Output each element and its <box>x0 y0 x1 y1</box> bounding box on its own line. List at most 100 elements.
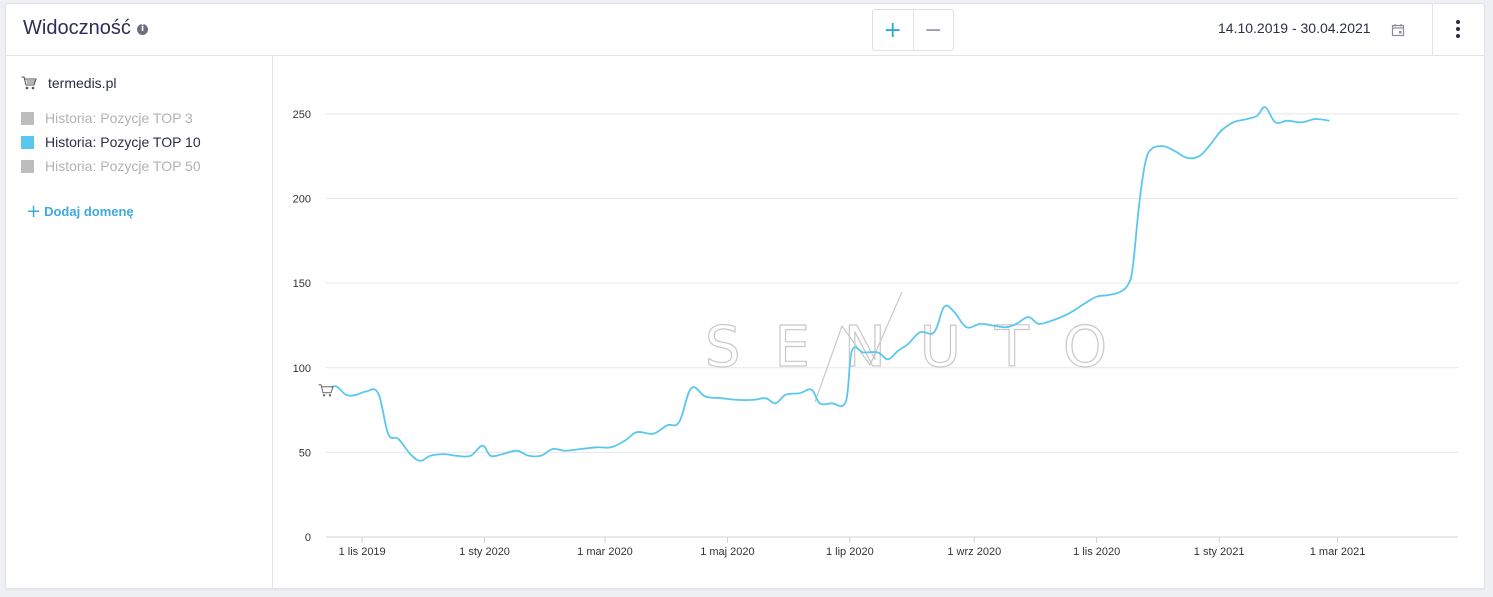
data-point <box>1162 145 1164 147</box>
legend-item-top3[interactable]: Historia: Pozycje TOP 3 <box>21 110 193 126</box>
add-domain-label: Dodaj domenę <box>44 204 134 219</box>
data-point <box>610 446 612 448</box>
data-point <box>419 460 421 462</box>
y-tick-label: 100 <box>293 363 311 375</box>
kebab-menu-icon[interactable] <box>1448 18 1468 42</box>
data-point <box>455 455 457 457</box>
data-point <box>798 392 800 394</box>
plus-icon: + <box>26 200 42 222</box>
data-point <box>345 394 347 396</box>
data-point <box>443 453 445 455</box>
x-tick-label: 1 maj 2020 <box>700 546 754 558</box>
data-point <box>515 449 517 451</box>
legend-label: Historia: Pozycje TOP 10 <box>45 134 201 150</box>
legend-swatch <box>21 159 34 173</box>
data-point <box>933 331 935 333</box>
domain-label: termedis.pl <box>48 75 117 91</box>
data-point <box>335 385 337 387</box>
x-tick-label: 1 lis 2019 <box>339 546 386 558</box>
y-tick-label: 200 <box>293 194 311 206</box>
y-tick-label: 0 <box>305 532 311 544</box>
date-range[interactable]: 14.10.2019 - 30.04.2021 <box>1218 20 1371 36</box>
data-point <box>1144 163 1146 165</box>
data-point <box>1027 316 1029 318</box>
data-point <box>1138 206 1140 208</box>
data-point <box>943 306 945 308</box>
data-point <box>1067 312 1069 314</box>
data-point <box>1051 319 1053 321</box>
legend-item-top50[interactable]: Historia: Pozycje TOP 50 <box>21 158 201 174</box>
data-point <box>965 326 967 328</box>
zoom-controls: + − <box>872 9 954 51</box>
domain-row: termedis.pl <box>21 75 116 91</box>
data-point <box>752 399 754 401</box>
shopping-cart-icon <box>21 76 37 90</box>
x-tick-label: 1 mar 2020 <box>577 546 633 558</box>
legend-item-top10[interactable]: Historia: Pozycje TOP 10 <box>21 134 201 150</box>
header-divider <box>1432 4 1433 55</box>
series-line <box>325 106 1330 462</box>
data-point <box>1286 119 1288 121</box>
calendar-icon[interactable] <box>1391 23 1405 37</box>
x-tick-label: 1 lis 2020 <box>1073 546 1120 558</box>
data-point <box>811 389 813 391</box>
y-tick-label: 250 <box>293 109 311 121</box>
page-title: Widoczność <box>23 17 131 39</box>
data-point <box>720 397 722 399</box>
data-point <box>897 350 899 352</box>
data-point <box>690 387 692 389</box>
data-point <box>387 433 389 435</box>
add-domain-link[interactable]: + Dodaj domenę <box>26 200 134 222</box>
data-point <box>764 397 766 399</box>
data-point <box>991 324 993 326</box>
data-point <box>1132 265 1134 267</box>
data-point <box>1083 302 1085 304</box>
zoom-in-button[interactable]: + <box>873 10 914 50</box>
data-point <box>704 395 706 397</box>
info-icon[interactable]: i <box>137 24 148 35</box>
cart-wheel <box>328 394 332 397</box>
data-point <box>624 439 626 441</box>
x-tick-label: 1 sty 2020 <box>459 546 510 558</box>
data-point <box>819 402 821 404</box>
zoom-out-button[interactable]: − <box>924 17 943 43</box>
cart-body <box>318 384 334 394</box>
watermark-text: SENUTO <box>705 315 1141 380</box>
data-point <box>953 311 955 313</box>
data-point <box>887 358 889 360</box>
data-point <box>580 448 582 450</box>
x-tick-label: 1 mar 2021 <box>1310 546 1366 558</box>
data-point <box>652 433 654 435</box>
data-point <box>979 323 981 325</box>
data-point <box>678 421 680 423</box>
data-point <box>481 444 483 446</box>
y-tick-label: 150 <box>293 278 311 290</box>
data-point <box>877 351 879 353</box>
data-point <box>1128 282 1130 284</box>
data-point <box>1174 150 1176 152</box>
data-point <box>1120 290 1122 292</box>
watermark-logo-mark <box>814 291 903 403</box>
cart-wheel <box>322 394 326 397</box>
data-point <box>1256 114 1258 116</box>
data-point <box>851 350 853 352</box>
data-point <box>1220 130 1222 132</box>
x-tick-label: 1 sty 2021 <box>1194 546 1245 558</box>
legend-label: Historia: Pozycje TOP 3 <box>45 110 193 126</box>
legend-sidebar: termedis.pl Historia: Pozycje TOP 3 Hist… <box>6 56 273 588</box>
data-point <box>1232 121 1234 123</box>
data-point <box>1037 323 1039 325</box>
senuto-watermark: SENUTO <box>704 291 1141 403</box>
data-point <box>1264 106 1266 108</box>
data-point <box>397 438 399 440</box>
data-point <box>1328 119 1330 121</box>
visibility-card: Widoczność i + − 14.10.2019 - 30.04.2021 <box>5 3 1485 589</box>
data-point <box>1150 148 1152 150</box>
data-point <box>784 394 786 396</box>
x-tick-label: 1 wrz 2020 <box>947 546 1001 558</box>
x-tick-label: 1 lip 2020 <box>826 546 874 558</box>
data-point <box>845 400 847 402</box>
data-point <box>1300 121 1302 123</box>
